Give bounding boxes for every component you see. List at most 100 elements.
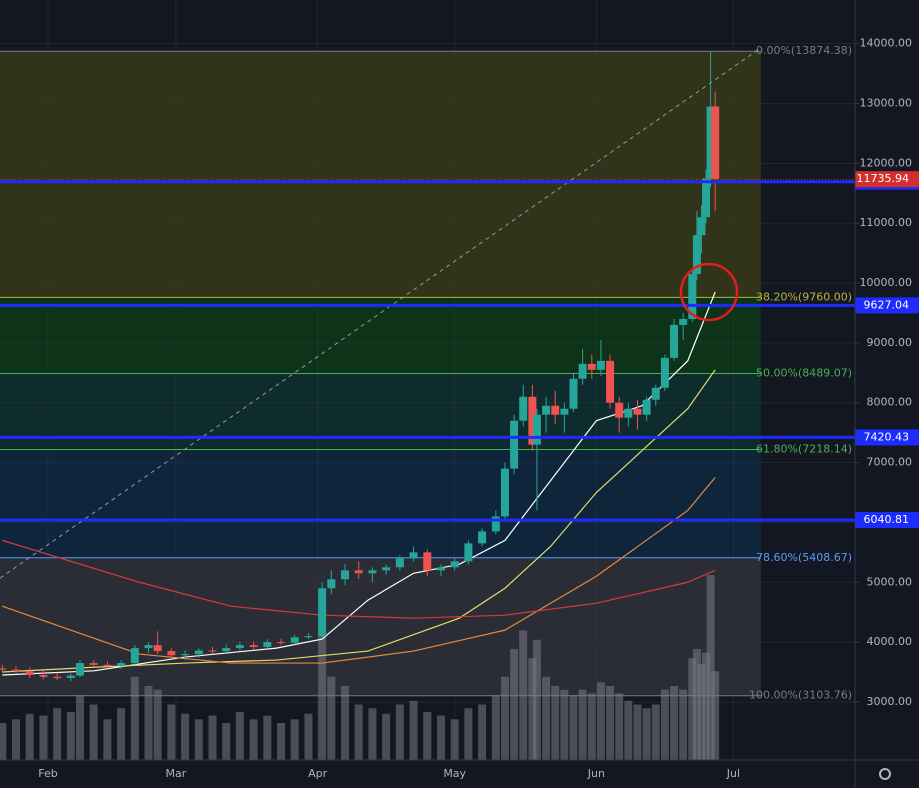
annotation-circle xyxy=(679,262,739,322)
volume-bar xyxy=(679,689,688,760)
candle-body xyxy=(368,570,377,574)
candle-body xyxy=(277,642,286,644)
volume-bar xyxy=(542,676,551,760)
candle-body xyxy=(569,378,578,409)
fib-label: 100.00%(3103.76) xyxy=(749,689,852,702)
volume-bar xyxy=(318,630,327,760)
candle-body xyxy=(670,324,679,358)
candle-body xyxy=(39,675,48,677)
level-tag xyxy=(855,297,919,314)
candle-body xyxy=(235,645,244,649)
candle-body xyxy=(688,274,697,319)
candle-body xyxy=(560,408,569,415)
candle-body xyxy=(194,650,203,655)
x-tick-label: Feb xyxy=(38,767,57,780)
last-price-tag xyxy=(855,171,919,188)
candle-body xyxy=(436,567,445,571)
y-tick-label: 9000.00 xyxy=(867,336,913,349)
y-tick-label: 13000.00 xyxy=(860,97,913,110)
candle-body xyxy=(167,651,176,656)
volume-bar xyxy=(500,676,509,760)
volume-bar xyxy=(354,704,363,760)
volume-bar xyxy=(39,715,48,760)
candle-body xyxy=(491,516,500,532)
volume-bar xyxy=(633,704,642,760)
fib-label: 0.00%(13874.38) xyxy=(756,44,852,57)
volume-bar xyxy=(194,719,203,760)
candle-body xyxy=(318,588,327,637)
candle-body xyxy=(711,106,720,180)
volume-bar xyxy=(702,652,711,760)
candle-body xyxy=(117,663,126,667)
x-tick-label: Jun xyxy=(587,767,605,780)
candle-body xyxy=(53,676,62,679)
candle-body xyxy=(25,671,34,676)
volume-bar xyxy=(368,708,377,760)
volume-bar xyxy=(587,693,596,760)
fib-zone xyxy=(0,449,761,558)
candle-body xyxy=(290,637,299,643)
volume-bar xyxy=(75,695,84,760)
candle-body xyxy=(450,561,459,568)
volume-bar xyxy=(706,575,715,760)
candle-body xyxy=(624,408,633,418)
candle-body xyxy=(354,570,363,574)
x-tick-label: Jul xyxy=(726,767,740,780)
candle-body xyxy=(633,408,642,415)
candle-body xyxy=(702,178,711,218)
volume-bar xyxy=(478,704,487,760)
candle-body xyxy=(500,468,509,517)
volume-bar xyxy=(235,711,244,760)
candle-body xyxy=(706,106,715,179)
volume-bar xyxy=(181,713,190,760)
candle-body xyxy=(510,420,519,469)
level-tag xyxy=(855,429,919,446)
candle-body xyxy=(551,405,560,415)
moving-average xyxy=(2,477,716,664)
volume-bar xyxy=(692,649,701,760)
candle-body xyxy=(478,531,487,544)
volume-bar xyxy=(167,704,176,760)
level-label: 7420.43 xyxy=(864,430,910,443)
x-tick-label: Apr xyxy=(308,767,328,780)
volume-bar xyxy=(144,686,153,760)
candle-body xyxy=(697,217,706,236)
y-tick-label: 8000.00 xyxy=(867,396,913,409)
volume-bar xyxy=(697,663,706,760)
volume-bar xyxy=(249,719,258,760)
last-price-label: 11735.94 xyxy=(857,172,910,185)
volume-bar xyxy=(711,671,720,760)
candle-body xyxy=(130,648,139,664)
candle-body xyxy=(642,399,651,415)
fib-label: 78.60%(5408.67) xyxy=(756,551,852,564)
candle-body xyxy=(208,650,217,652)
volume-bar xyxy=(519,630,528,760)
level-tag xyxy=(855,511,919,528)
volume-bar xyxy=(578,689,587,760)
y-tick-label: 12000.00 xyxy=(860,156,913,169)
candle-body xyxy=(66,675,75,679)
candle-body xyxy=(528,396,537,445)
volume-bar xyxy=(528,658,537,760)
candle-body xyxy=(327,579,336,589)
settings-icon[interactable] xyxy=(879,768,891,780)
candle-body xyxy=(103,664,112,667)
volume-bar xyxy=(651,704,660,760)
volume-bar xyxy=(423,711,432,760)
y-tick-label: 10000.00 xyxy=(860,276,913,289)
y-tick-label: 4000.00 xyxy=(867,635,913,648)
y-tick-label: 7000.00 xyxy=(867,456,913,469)
candle-body xyxy=(181,654,190,656)
gear[interactable] xyxy=(879,768,891,780)
volume-bar xyxy=(53,708,62,760)
volume-bar xyxy=(615,693,624,760)
fib-label: 61.80%(7218.14) xyxy=(756,443,852,456)
volume-bar xyxy=(277,723,286,760)
volume-bar xyxy=(327,676,336,760)
volume-bar xyxy=(117,708,126,760)
volume-bar xyxy=(25,713,34,760)
candle-body xyxy=(596,360,605,370)
volume-bar xyxy=(290,719,299,760)
volume-bar xyxy=(130,676,139,760)
x-tick-label: May xyxy=(443,767,466,780)
